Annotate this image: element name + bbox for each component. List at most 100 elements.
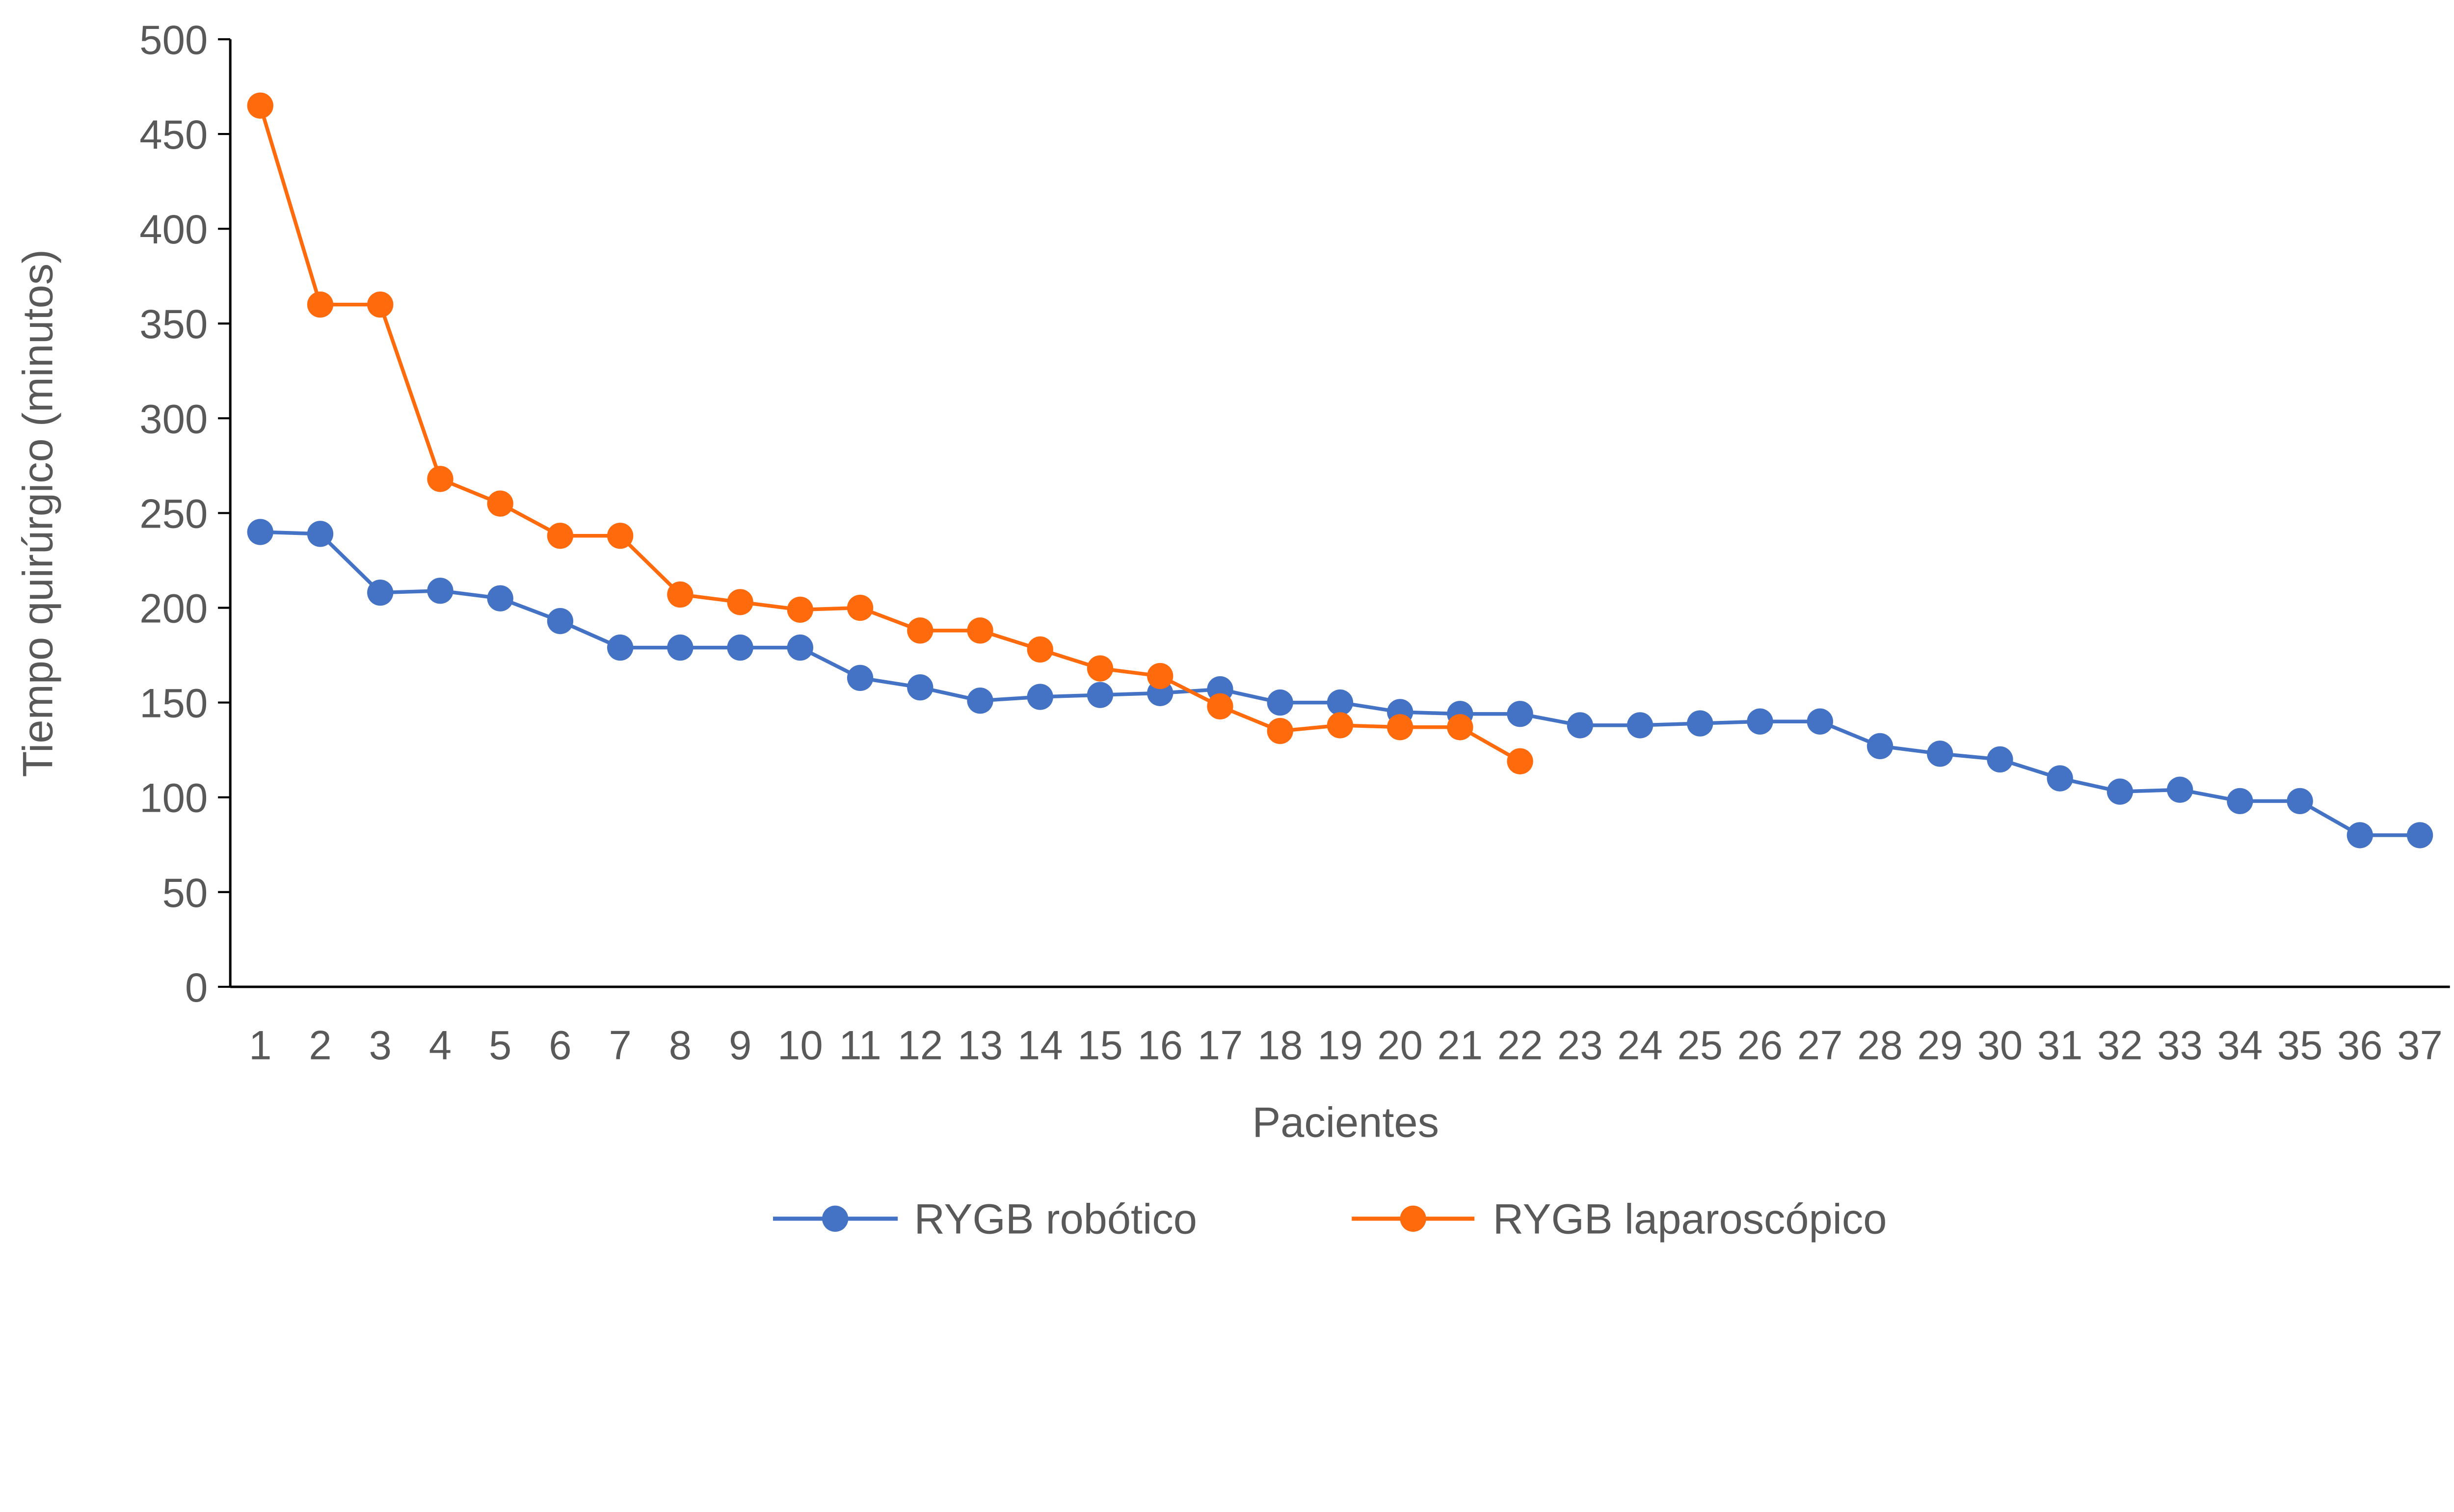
data-point (787, 634, 814, 661)
series-laparoscopico (247, 92, 1533, 774)
y-tick-label: 100 (139, 775, 208, 821)
y-tick-label: 200 (139, 586, 208, 632)
x-tick-label: 25 (1677, 1022, 1723, 1068)
y-tick-label: 250 (139, 491, 208, 536)
data-point (967, 688, 993, 714)
legend-label-robotico: RYGB robótico (914, 1195, 1197, 1243)
data-point (1027, 636, 1053, 663)
data-point (427, 578, 453, 604)
data-point (607, 634, 634, 661)
x-tick-label: 11 (839, 1022, 881, 1068)
data-point (2287, 788, 2313, 815)
data-point (1627, 712, 1654, 739)
x-tick-label: 15 (1077, 1022, 1123, 1068)
x-tick-label: 27 (1797, 1022, 1843, 1068)
data-point (2347, 822, 2373, 849)
data-point (367, 579, 394, 606)
data-point (427, 466, 453, 492)
data-point (487, 585, 513, 611)
x-tick-label: 28 (1857, 1022, 1903, 1068)
x-tick-label: 20 (1377, 1022, 1423, 1068)
y-tick-label: 400 (139, 207, 208, 252)
data-point (1447, 714, 1473, 741)
y-tick-label: 300 (139, 396, 208, 442)
data-point (1327, 712, 1354, 739)
data-point (667, 581, 694, 608)
x-tick-label: 18 (1257, 1022, 1303, 1068)
legend-marker-laparoscopico (1400, 1205, 1426, 1232)
data-point (2406, 822, 2433, 849)
data-point (2227, 788, 2253, 815)
x-tick-label: 1 (249, 1022, 271, 1068)
axes (229, 39, 2450, 988)
data-point (1807, 708, 1833, 735)
data-point (1387, 714, 1414, 741)
data-point (2107, 778, 2134, 805)
x-tick-label: 22 (1497, 1022, 1543, 1068)
data-point (1927, 741, 1953, 767)
legend-marker-robotico (822, 1205, 849, 1232)
x-tick-label: 7 (609, 1022, 631, 1068)
legend: RYGB robótico RYGB laparoscópico (773, 1195, 1887, 1243)
y-tick-label: 500 (139, 17, 208, 63)
x-tick-label: 35 (2277, 1022, 2323, 1068)
x-tick-label: 8 (669, 1022, 692, 1068)
x-ticks: 1 2 3 4 5 6 7 8 9 10 11 12 13 14 15 16 17 18 19 20 21 22 23 24 2… (249, 1022, 2443, 1068)
data-point (907, 674, 934, 701)
data-point (307, 291, 334, 318)
series-line (260, 530, 2420, 837)
x-tick-label: 9 (729, 1022, 751, 1068)
x-tick-label: 19 (1317, 1022, 1363, 1068)
series-group (247, 92, 2433, 849)
legend-item-robotico: RYGB robótico (773, 1195, 1197, 1243)
y-tick-label: 350 (139, 301, 208, 347)
x-tick-label: 30 (1977, 1022, 2023, 1068)
y-tick-label: 0 (185, 965, 208, 1010)
data-point (547, 523, 574, 549)
x-tick-label: 17 (1198, 1022, 1243, 1068)
x-tick-label: 13 (958, 1022, 1003, 1068)
x-tick-label: 34 (2217, 1022, 2263, 1068)
data-point (607, 523, 634, 549)
data-point (1267, 717, 1293, 744)
data-point (367, 291, 394, 318)
data-point (1087, 682, 1114, 708)
data-point (1087, 655, 1114, 682)
data-point (1987, 746, 2013, 773)
data-point (1327, 689, 1354, 716)
data-point (247, 519, 273, 545)
data-point (1867, 733, 1894, 760)
data-point (1507, 748, 1533, 774)
x-tick-label: 32 (2097, 1022, 2143, 1068)
x-tick-label: 37 (2397, 1022, 2443, 1068)
data-point (727, 634, 753, 661)
x-tick-label: 21 (1438, 1022, 1483, 1068)
x-tick-label: 12 (897, 1022, 943, 1068)
y-tick-label: 450 (139, 112, 208, 158)
data-point (1507, 701, 1533, 727)
data-point (1747, 708, 1773, 735)
data-point (2166, 776, 2193, 803)
x-tick-label: 36 (2337, 1022, 2383, 1068)
x-tick-label: 5 (489, 1022, 511, 1068)
data-point (967, 617, 993, 644)
data-point (247, 92, 273, 119)
y-ticks: 0 50 100 150 200 250 300 350 400 450 500 (139, 17, 231, 1010)
data-point (847, 664, 874, 691)
data-point (547, 608, 574, 635)
legend-item-laparoscopico: RYGB laparoscópico (1352, 1195, 1887, 1243)
data-point (727, 589, 753, 615)
x-tick-label: 16 (1137, 1022, 1183, 1068)
x-tick-label: 2 (309, 1022, 331, 1068)
x-tick-label: 23 (1557, 1022, 1603, 1068)
x-axis-title: Pacientes (1252, 1099, 1439, 1146)
legend-label-laparoscopico: RYGB laparoscópico (1493, 1195, 1887, 1243)
series-robotico (247, 519, 2433, 849)
y-tick-label: 150 (139, 681, 208, 726)
series-line (258, 105, 1521, 763)
x-tick-label: 10 (777, 1022, 823, 1068)
data-point (1267, 689, 1293, 716)
data-point (847, 594, 874, 621)
data-point (1147, 663, 1174, 690)
